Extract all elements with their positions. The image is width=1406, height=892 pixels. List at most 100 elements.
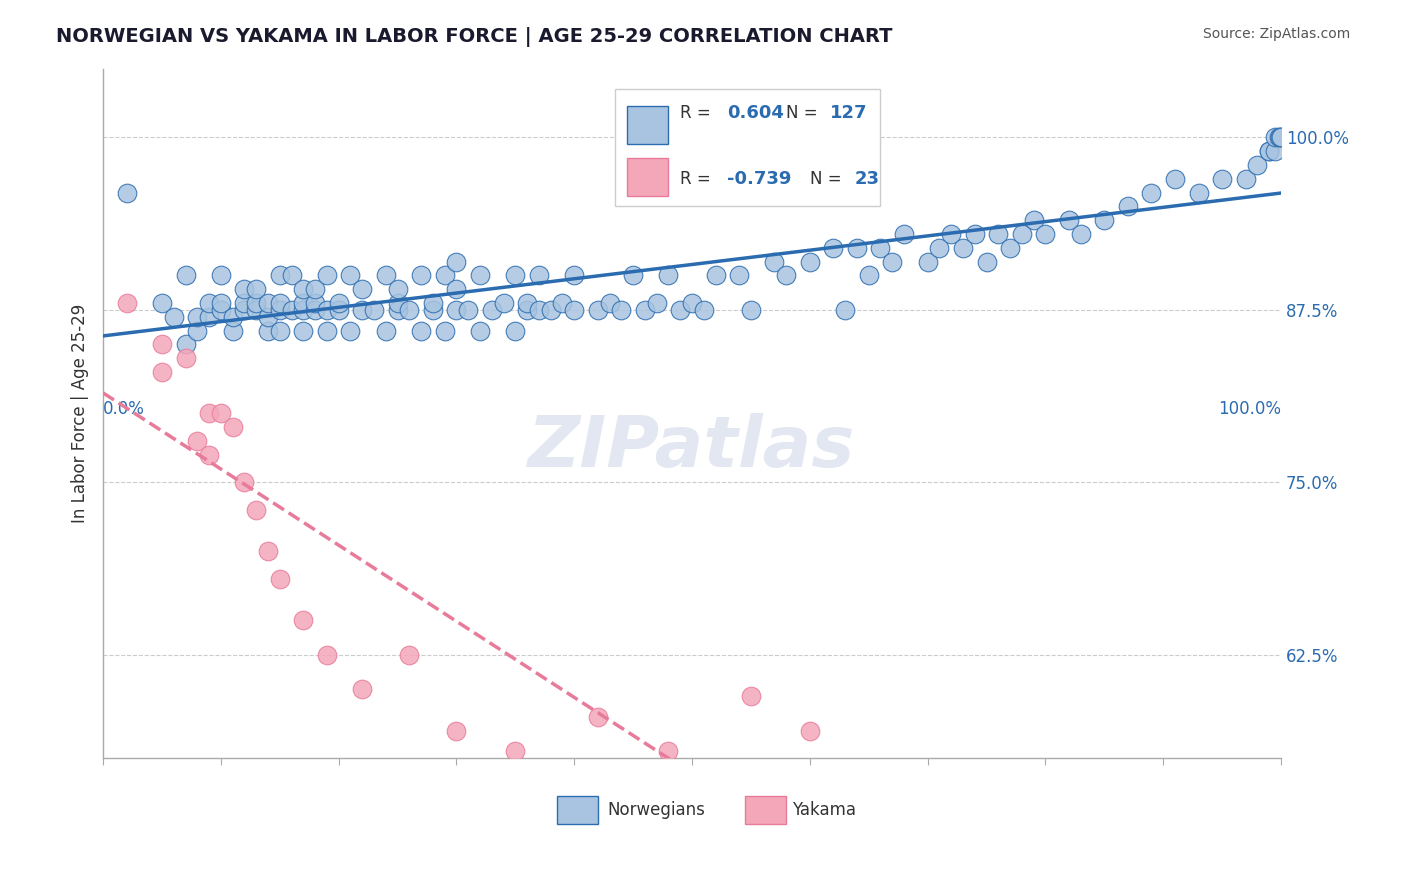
Point xyxy=(1211,172,1233,186)
Point xyxy=(245,503,267,517)
Point xyxy=(115,186,138,200)
FancyBboxPatch shape xyxy=(627,158,668,196)
Point xyxy=(869,241,891,255)
Point xyxy=(186,434,208,448)
Point xyxy=(209,268,232,283)
Point xyxy=(446,254,468,268)
Point xyxy=(221,324,243,338)
Point xyxy=(233,282,256,296)
Point xyxy=(1268,130,1291,145)
Point xyxy=(468,324,491,338)
Text: Yakama: Yakama xyxy=(792,801,856,819)
Point xyxy=(245,296,267,310)
Point xyxy=(505,744,527,758)
Point xyxy=(527,268,550,283)
Point xyxy=(1116,199,1139,213)
Point xyxy=(728,268,751,283)
Point xyxy=(304,296,326,310)
Point xyxy=(115,296,138,310)
Point xyxy=(481,302,503,317)
FancyBboxPatch shape xyxy=(627,106,668,145)
Point xyxy=(693,302,716,317)
Point xyxy=(304,282,326,296)
Point xyxy=(1264,145,1286,159)
Text: R =: R = xyxy=(681,169,711,188)
Text: 0.0%: 0.0% xyxy=(103,400,145,417)
Point xyxy=(352,282,374,296)
Point xyxy=(411,268,433,283)
Point xyxy=(352,682,374,697)
Text: NORWEGIAN VS YAKAMA IN LABOR FORCE | AGE 25-29 CORRELATION CHART: NORWEGIAN VS YAKAMA IN LABOR FORCE | AGE… xyxy=(56,27,893,46)
FancyBboxPatch shape xyxy=(616,89,880,206)
Point xyxy=(221,310,243,324)
Point xyxy=(387,282,409,296)
Point xyxy=(1258,145,1281,159)
Point xyxy=(186,310,208,324)
Point xyxy=(976,254,998,268)
Point xyxy=(505,268,527,283)
Point xyxy=(374,324,396,338)
Point xyxy=(740,302,762,317)
Point xyxy=(209,302,232,317)
Point xyxy=(280,302,302,317)
Point xyxy=(1140,186,1163,200)
Point xyxy=(586,302,609,317)
Point xyxy=(645,296,668,310)
Point xyxy=(174,337,197,351)
Point xyxy=(1092,213,1115,227)
Point xyxy=(446,282,468,296)
Point xyxy=(387,302,409,317)
Point xyxy=(280,268,302,283)
Point xyxy=(681,296,703,310)
Text: 23: 23 xyxy=(855,169,880,188)
Point xyxy=(527,302,550,317)
Point xyxy=(586,710,609,724)
Point xyxy=(316,268,339,283)
Point xyxy=(245,282,267,296)
Text: ZIPatlas: ZIPatlas xyxy=(529,413,856,483)
Point xyxy=(422,296,444,310)
Text: -0.739: -0.739 xyxy=(727,169,792,188)
Point xyxy=(316,302,339,317)
Point xyxy=(374,268,396,283)
Point xyxy=(316,648,339,662)
Point xyxy=(998,241,1021,255)
Point xyxy=(269,268,291,283)
Point xyxy=(963,227,986,241)
Point xyxy=(858,268,880,283)
Point xyxy=(269,324,291,338)
Point xyxy=(1258,145,1281,159)
Point xyxy=(363,302,385,317)
Point xyxy=(257,544,280,558)
Point xyxy=(387,296,409,310)
Text: R =: R = xyxy=(681,104,711,122)
Point xyxy=(209,406,232,420)
Point xyxy=(433,324,456,338)
Point xyxy=(269,302,291,317)
FancyBboxPatch shape xyxy=(745,797,786,823)
Point xyxy=(1270,130,1292,145)
Point xyxy=(457,302,479,317)
Point xyxy=(198,448,221,462)
Point xyxy=(398,302,420,317)
Point xyxy=(882,254,904,268)
Point xyxy=(599,296,621,310)
Point xyxy=(446,723,468,738)
Point xyxy=(411,324,433,338)
Point xyxy=(292,296,315,310)
Point xyxy=(799,723,821,738)
Point xyxy=(987,227,1010,241)
Point xyxy=(174,351,197,366)
Point xyxy=(269,572,291,586)
Text: Source: ZipAtlas.com: Source: ZipAtlas.com xyxy=(1202,27,1350,41)
Point xyxy=(505,324,527,338)
Point xyxy=(1035,227,1057,241)
FancyBboxPatch shape xyxy=(557,797,598,823)
Point xyxy=(198,296,221,310)
Point xyxy=(468,268,491,283)
Point xyxy=(1070,227,1092,241)
Point xyxy=(257,324,280,338)
Point xyxy=(540,302,562,317)
Point xyxy=(657,744,679,758)
Point xyxy=(1187,186,1209,200)
